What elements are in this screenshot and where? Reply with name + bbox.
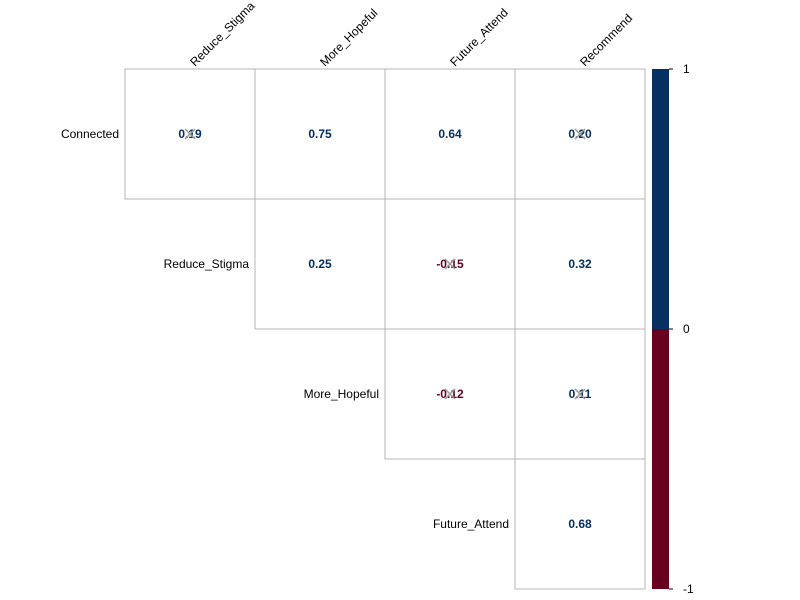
column-label: Recommend xyxy=(577,11,635,69)
cell-grid xyxy=(124,68,646,590)
row-label: More_Hopeful xyxy=(304,387,379,401)
cell-value-label: 0.32 xyxy=(568,257,592,271)
row-label: Connected xyxy=(61,127,119,141)
cross-stroke xyxy=(574,128,586,140)
axis-labels: Connected Reduce_Stigma More_Hopeful Future… xyxy=(61,0,635,531)
heatmap-cell xyxy=(514,458,646,590)
colorbar-tick-label: 0 xyxy=(683,322,690,336)
insignificance-cross-icon xyxy=(184,128,196,140)
colorbar-negative-band xyxy=(652,329,669,589)
colorbar-tick-label: 1 xyxy=(683,62,690,76)
cell-value-label: 0.68 xyxy=(568,517,592,531)
cell-value-label: 0.64 xyxy=(438,127,462,141)
column-label: Reduce_Stigma xyxy=(187,0,258,69)
colorbar-tick-label: -1 xyxy=(683,582,694,596)
colorbar-positive-band xyxy=(652,69,669,329)
row-label: Reduce_Stigma xyxy=(164,257,250,271)
cross-stroke xyxy=(444,258,456,270)
column-label: More_Hopeful xyxy=(317,6,380,69)
insignificance-cross-icon xyxy=(574,388,586,400)
cross-stroke xyxy=(444,388,456,400)
colorbar: 1 0 -1 xyxy=(652,62,694,596)
insignificance-cross-icon xyxy=(444,258,456,270)
insignificance-cross-icon xyxy=(574,128,586,140)
cross-stroke xyxy=(184,128,196,140)
column-label: Future_Attend xyxy=(447,5,511,69)
cell-value-label: 0.25 xyxy=(308,257,332,271)
insignificance-cross-icon xyxy=(444,388,456,400)
row-label: Future_Attend xyxy=(433,517,509,531)
cross-stroke xyxy=(574,388,586,400)
cell-value-label: 0.75 xyxy=(308,127,332,141)
cell-values: 0.190.750.640.200.25-0.150.32-0.120.110.… xyxy=(178,127,592,531)
